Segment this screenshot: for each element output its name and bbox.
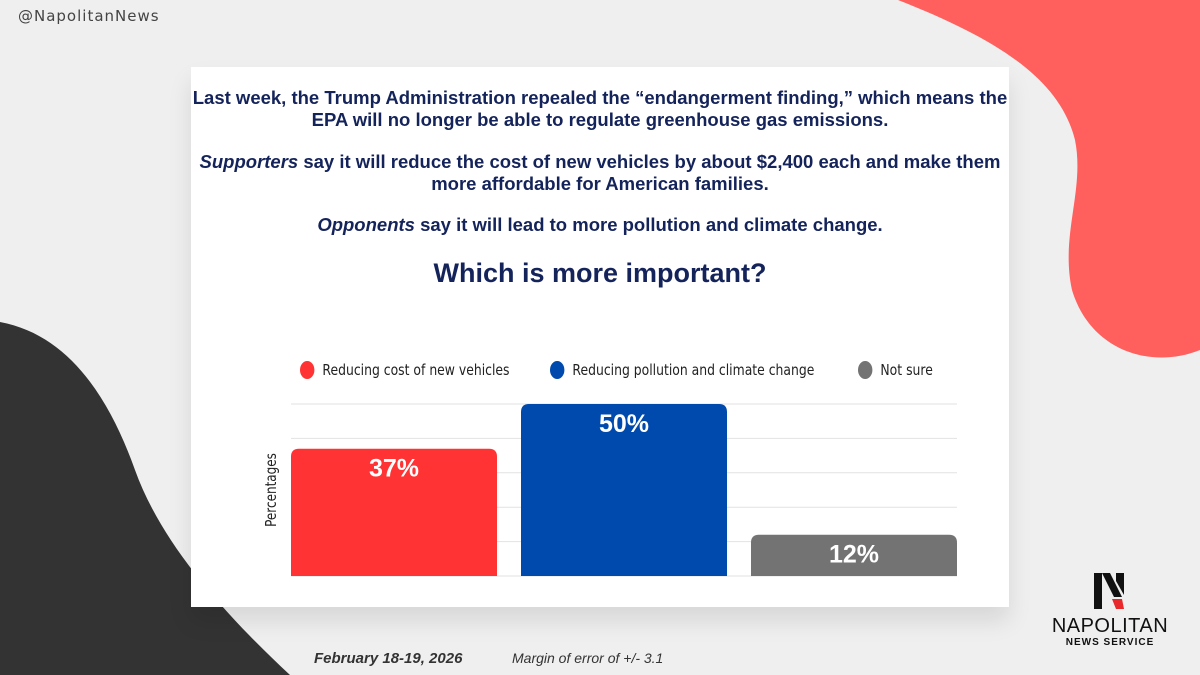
opponents-text: say it will lead to more pollution and c… [414,214,883,235]
legend-label-not-sure: Not sure [880,361,933,379]
bar-1 [521,404,727,576]
legend-dot-vehicles [300,361,315,379]
legend-item-pollution: Reducing pollution and climate change [550,361,814,379]
legend-label-pollution: Reducing pollution and climate change [572,361,815,379]
margin-of-error: Margin of error of +/- 3.1 [512,650,664,666]
poll-card: Last week, the Trump Administration repe… [191,67,1009,607]
bar-2 [751,534,957,576]
bar-value-label-1: 50% [599,410,649,438]
legend-item-vehicles: Reducing cost of new vehicles [300,361,510,379]
bar-0 [291,448,497,576]
opponents-label: Opponents [317,214,415,235]
legend-label-vehicles: Reducing cost of new vehicles [322,361,510,379]
supporters-label: Supporters [199,151,299,172]
intro-paragraph-2: Supporters say it will reduce the cost o… [191,151,1009,195]
chart-title: Which is more important? [433,258,767,288]
charcoal-blob-shape [0,322,290,675]
legend-item-not-sure: Not sure [858,361,933,379]
bar-chart: 37% 50% 12% [291,403,957,577]
logo-n-icon [1094,573,1124,609]
chart-legend: Reducing cost of new vehicles Reducing p… [191,361,1009,383]
napolitan-logo: NAPOLITAN NEWS SERVICE [1040,565,1180,655]
legend-dot-pollution [550,361,565,379]
logo-subtitle: NEWS SERVICE [1065,637,1155,648]
coral-blob-shape [898,0,1200,358]
bar-value-label-0: 37% [369,455,419,483]
intro-paragraph-1: Last week, the Trump Administration repe… [192,87,1008,130]
intro-paragraph-3: Opponents say it will lead to more pollu… [191,214,1009,236]
logo-name: NAPOLITAN [1051,615,1169,637]
legend-dot-not-sure [858,361,873,379]
bar-value-label-2: 12% [829,541,879,569]
poll-date: February 18-19, 2026 [314,650,463,667]
supporters-text: say it will reduce the cost of new vehic… [298,151,1001,194]
social-handle: @NapolitanNews [18,7,160,25]
